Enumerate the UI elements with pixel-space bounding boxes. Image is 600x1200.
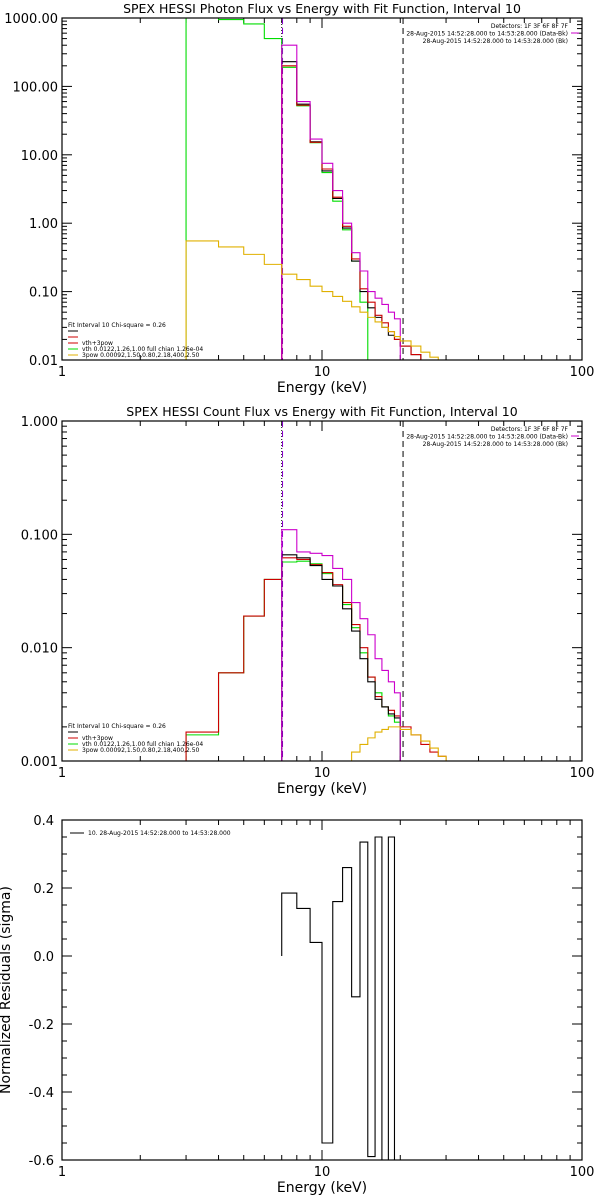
y-tick-label: 1.000: [21, 415, 58, 430]
y-axis-label: Normalized Residuals (sigma): [0, 886, 14, 1094]
header-line: 28-Aug-2015 14:52:28.000 to 14:53:28.000…: [406, 434, 568, 441]
plot-area: [185, 421, 461, 761]
y-tick-label: 0.001: [21, 755, 58, 770]
chart-panel-3: 1 10 100 -0.6 -0.4 -0.2 0.0 0.2 0.4 Energy (keV) N…: [0, 814, 594, 1196]
x-axis-label: Energy (keV): [277, 1180, 367, 1196]
y-tick-label: -0.2: [29, 1018, 54, 1033]
x-tick-label: 10: [314, 365, 331, 380]
x-tick-label: 10: [314, 766, 331, 781]
x-tick-label: 1: [58, 1165, 66, 1180]
series-step-line: [281, 836, 401, 1160]
legend-label: 3pow 0.00092,1.50,0.80,2.18,400,2.50: [82, 747, 200, 754]
legend-label: 3pow 0.00092,1.50,0.80,2.18,400,2.50: [82, 352, 200, 359]
y-tick-label: 0.010: [21, 642, 58, 657]
series-step-line: [281, 529, 401, 761]
legend-heading: Fit Interval 10 Chi-square = 0.26: [68, 322, 166, 329]
x-axis-label: Energy (keV): [277, 380, 367, 396]
y-tick-label: 0.2: [33, 882, 54, 897]
header-line: 28-Aug-2015 14:52:28.000 to 14:53:28.000…: [406, 31, 568, 38]
plot-frame: [61, 819, 583, 1161]
plot-area: [185, 18, 447, 360]
y-tick-label: -0.4: [29, 1086, 54, 1101]
series-step-line: [281, 554, 401, 761]
series-step-line: [185, 240, 447, 360]
x-tick-label: 1: [58, 365, 66, 380]
chart-title: SPEX HESSI Count Flux vs Energy with Fit…: [126, 404, 517, 419]
header-line: Detectors: 1F 3F 6F 8F 7F: [491, 23, 569, 30]
y-tick-label: 0.0: [33, 950, 54, 965]
x-tick-label: 100: [570, 365, 595, 380]
plot-frame: [61, 420, 583, 762]
x-tick-label: 100: [570, 1165, 595, 1180]
y-tick-label: 1000.00: [4, 12, 58, 27]
legend-label: vth+3pow: [82, 340, 113, 347]
plot-frame: [61, 17, 583, 361]
y-tick-label: 0.4: [33, 814, 54, 829]
plot-area: [281, 836, 401, 1160]
legend-label: 10. 28-Aug-2015 14:52:28.000 to 14:53:28…: [88, 830, 231, 837]
x-tick-label: 100: [570, 766, 595, 781]
x-tick-label: 1: [58, 766, 66, 781]
x-axis-label: Energy (keV): [277, 781, 367, 797]
header-line: 28-Aug-2015 14:52:28.000 to 14:53:28.000…: [423, 38, 568, 45]
series-step-line: [185, 18, 382, 360]
chart-panel-1: 1 10 100 0.01 0.10 1.00 10.00 100.00 1000.00 SPEX…: [4, 1, 594, 396]
y-tick-label: 0.10: [29, 286, 58, 301]
header-line: 28-Aug-2015 14:52:28.000 to 14:53:28.000…: [423, 441, 568, 448]
series-step-line: [281, 65, 422, 360]
series-step-line: [281, 61, 422, 360]
legend-label: vth 0.0122,1.26,1.00 full chian 1.26e-04: [82, 741, 203, 748]
legend-heading: Fit Interval 10 Chi-square = 0.26: [68, 723, 166, 730]
legend-label: vth 0.0122,1.26,1.00 full chian 1.26e-04: [82, 346, 203, 353]
header-line: Detectors: 1F 3F 6F 8F 7F: [491, 426, 569, 433]
y-tick-label: 1.00: [29, 217, 58, 232]
legend-label: vth+3pow: [82, 735, 113, 742]
series-step-line: [185, 557, 461, 761]
chart-panel-2: 1 10 100 0.001 0.010 0.100 1.000 SPEX HESSI Cou…: [21, 404, 595, 797]
series-step-line: [281, 44, 401, 360]
series-step-line: [342, 726, 461, 761]
y-tick-label: 0.01: [29, 354, 58, 369]
y-tick-label: -0.6: [29, 1154, 54, 1169]
y-tick-label: 0.100: [21, 528, 58, 543]
y-tick-label: 10.00: [21, 149, 58, 164]
y-tick-label: 100.00: [13, 80, 59, 95]
chart-title: SPEX HESSI Photon Flux vs Energy with Fi…: [123, 1, 521, 16]
x-tick-label: 10: [314, 1165, 331, 1180]
